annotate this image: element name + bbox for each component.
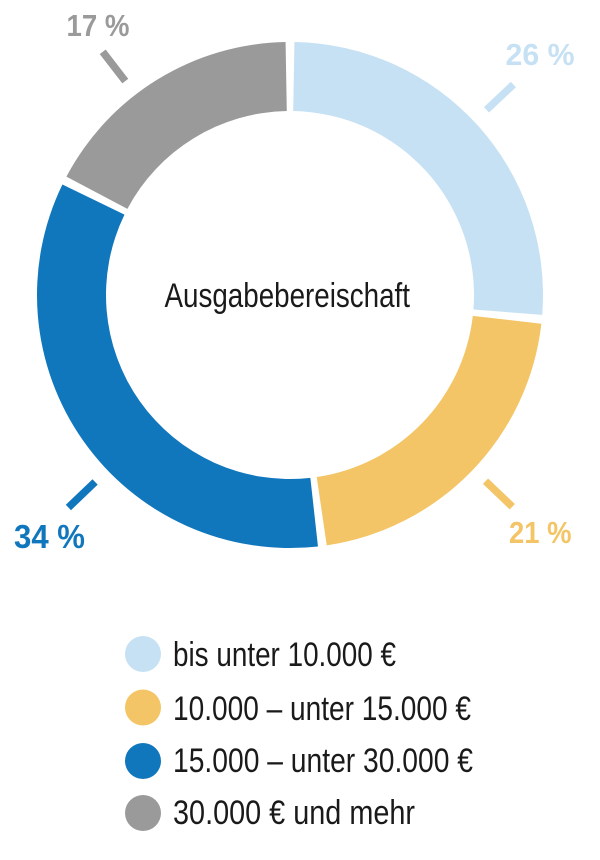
svg-text:15.000 – unter 30.000 €: 15.000 – unter 30.000 €	[173, 742, 473, 780]
svg-text:bis unter 10.000 €: bis unter 10.000 €	[173, 636, 396, 674]
svg-text:34 %: 34 %	[14, 518, 85, 555]
svg-text:26 %: 26 %	[506, 37, 575, 72]
svg-text:30.000 € und mehr: 30.000 € und mehr	[173, 794, 415, 832]
svg-text:17 %: 17 %	[67, 8, 130, 43]
svg-text:10.000 – unter 15.000 €: 10.000 – unter 15.000 €	[173, 690, 471, 728]
svg-text:Ausgabebereischaft: Ausgabebereischaft	[165, 277, 411, 315]
svg-text:21 %: 21 %	[509, 515, 572, 550]
